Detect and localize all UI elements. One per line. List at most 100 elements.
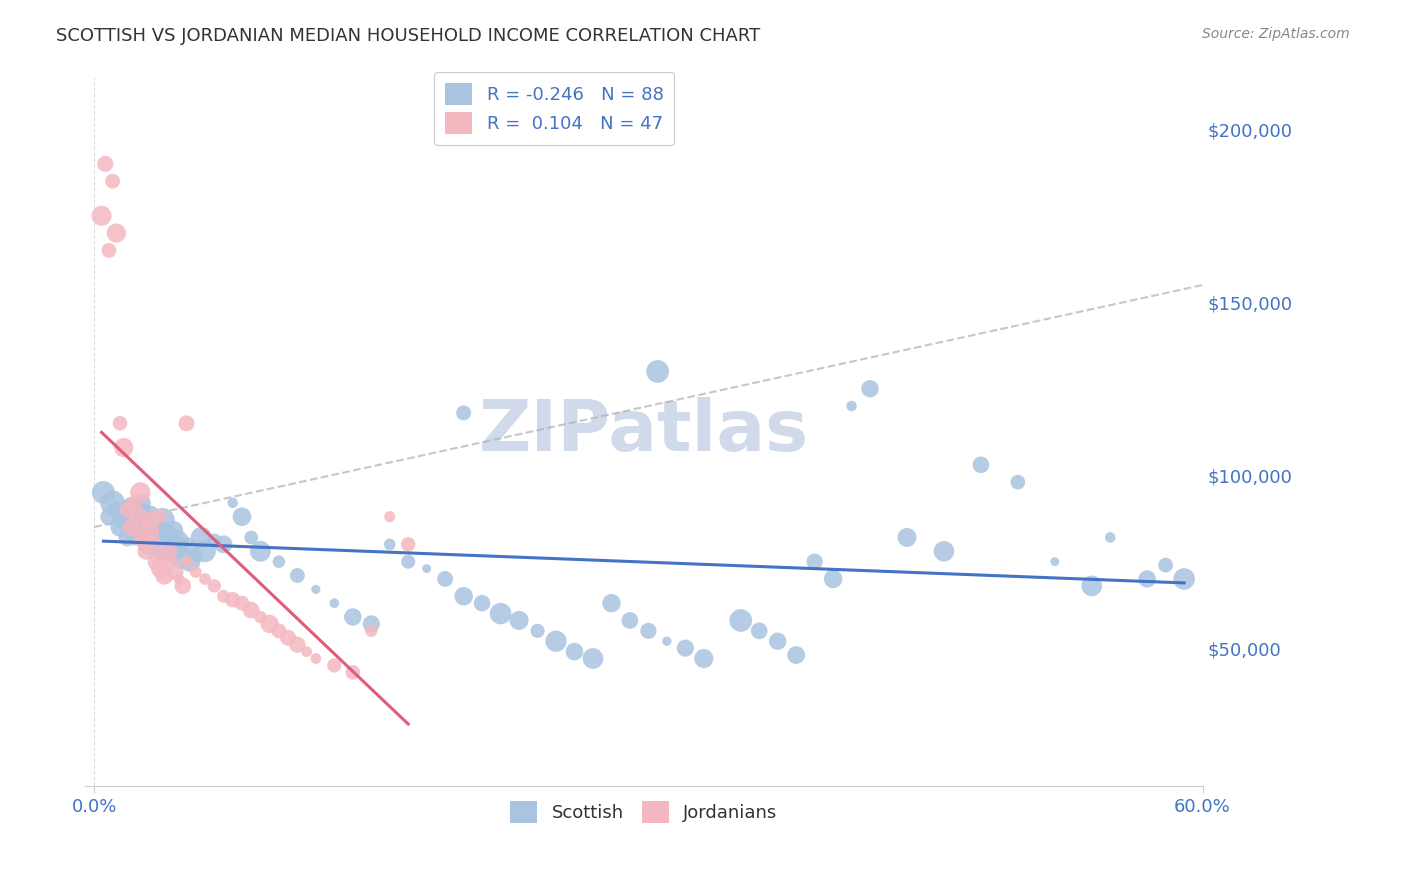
Point <box>896 531 918 545</box>
Point <box>172 579 194 593</box>
Point <box>176 541 198 555</box>
Point <box>170 551 193 566</box>
Point <box>673 641 696 656</box>
Point <box>165 565 187 579</box>
Point <box>105 503 128 517</box>
Point <box>135 544 157 558</box>
Point <box>693 651 716 665</box>
Point <box>142 537 165 551</box>
Point <box>803 555 825 569</box>
Point <box>564 644 586 658</box>
Point <box>489 607 512 621</box>
Point <box>194 544 217 558</box>
Text: SCOTTISH VS JORDANIAN MEDIAN HOUSEHOLD INCOME CORRELATION CHART: SCOTTISH VS JORDANIAN MEDIAN HOUSEHOLD I… <box>56 27 761 45</box>
Point <box>323 596 346 610</box>
Point <box>259 616 281 631</box>
Point <box>970 458 993 472</box>
Point <box>240 603 263 617</box>
Point <box>124 496 146 510</box>
Point <box>131 531 153 545</box>
Point <box>434 572 457 586</box>
Point <box>222 496 245 510</box>
Point <box>124 516 146 531</box>
Point <box>1007 475 1029 489</box>
Point <box>160 544 183 558</box>
Point <box>190 531 212 545</box>
Point <box>342 665 364 680</box>
Point <box>152 513 174 527</box>
Point <box>141 527 163 541</box>
Point <box>90 209 112 223</box>
Point <box>129 485 152 500</box>
Point <box>146 533 169 548</box>
Point <box>153 527 176 541</box>
Point <box>231 596 253 610</box>
Point <box>132 513 155 527</box>
Point <box>184 565 207 579</box>
Point <box>93 485 115 500</box>
Point <box>619 614 641 628</box>
Point <box>378 509 401 524</box>
Point <box>415 561 437 575</box>
Point <box>1136 572 1159 586</box>
Point <box>1173 572 1195 586</box>
Point <box>748 624 770 638</box>
Point <box>202 579 225 593</box>
Point <box>131 496 153 510</box>
Point <box>194 572 217 586</box>
Point <box>1080 579 1102 593</box>
Point <box>1154 558 1177 573</box>
Point <box>249 544 271 558</box>
Point <box>600 596 623 610</box>
Point <box>730 614 752 628</box>
Point <box>184 548 207 562</box>
Point <box>396 537 419 551</box>
Point <box>117 531 139 545</box>
Point <box>138 509 160 524</box>
Point <box>120 500 142 514</box>
Point <box>176 417 198 431</box>
Point <box>160 555 183 569</box>
Point <box>471 596 494 610</box>
Point <box>287 568 309 582</box>
Point <box>267 624 290 638</box>
Point <box>159 531 181 545</box>
Point <box>176 555 198 569</box>
Point <box>305 651 328 665</box>
Point <box>295 644 318 658</box>
Point <box>231 509 253 524</box>
Point <box>117 503 139 517</box>
Point <box>94 157 117 171</box>
Point <box>148 509 170 524</box>
Point <box>766 634 789 648</box>
Point <box>135 524 157 538</box>
Point <box>179 555 201 569</box>
Point <box>157 537 180 551</box>
Point <box>172 537 194 551</box>
Point <box>97 509 120 524</box>
Point <box>378 537 401 551</box>
Point <box>166 533 188 548</box>
Point <box>453 589 475 603</box>
Point <box>125 527 148 541</box>
Point <box>128 509 150 524</box>
Point <box>249 610 271 624</box>
Point <box>323 658 346 673</box>
Point <box>129 520 152 534</box>
Point <box>212 537 235 551</box>
Point <box>841 399 863 413</box>
Point <box>153 568 176 582</box>
Point <box>1099 531 1122 545</box>
Point <box>112 441 135 455</box>
Point <box>267 555 290 569</box>
Point <box>637 624 659 638</box>
Point <box>105 226 128 240</box>
Point <box>149 561 172 575</box>
Point <box>396 555 419 569</box>
Point <box>360 624 382 638</box>
Point <box>146 555 169 569</box>
Point <box>647 364 669 378</box>
Point <box>101 174 124 188</box>
Point <box>148 524 170 538</box>
Point <box>287 638 309 652</box>
